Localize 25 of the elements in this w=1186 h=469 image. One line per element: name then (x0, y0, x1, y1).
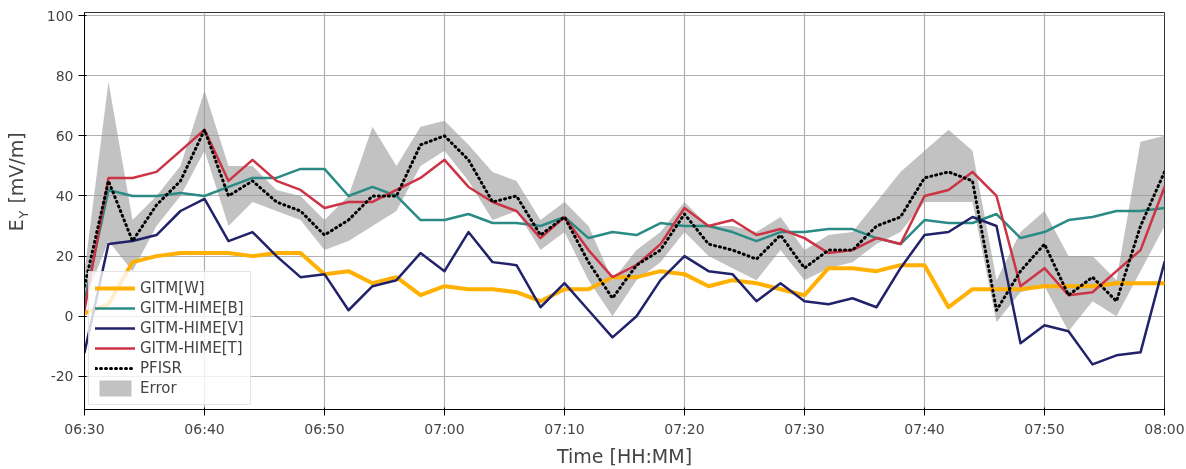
legend-label: PFISR (140, 358, 183, 378)
x-tick-label: 06:50 (304, 420, 345, 437)
legend-label: GITM-HIME[T] (140, 338, 243, 358)
x-tick-label: 07:00 (424, 420, 465, 437)
x-axis-title: Time [HH:MM] (555, 444, 693, 467)
x-tick-label: 07:40 (904, 420, 945, 437)
y-tick-label: 100 (46, 7, 74, 24)
x-tick-label: 06:30 (64, 420, 105, 437)
x-tick-label: 08:00 (1144, 420, 1185, 437)
legend-label: Error (140, 378, 177, 398)
legend-label: GITM-HIME[B] (140, 298, 244, 318)
y-tick-label: 80 (55, 67, 74, 84)
y-tick-label: 20 (55, 248, 74, 265)
x-tick-label: 07:30 (784, 420, 825, 437)
y-tick-label: 60 (55, 127, 74, 144)
x-tick-label: 07:50 (1024, 420, 1065, 437)
y-tick-label: -20 (50, 368, 74, 385)
y-tick-label: 0 (64, 308, 74, 325)
y-tick-label: 40 (55, 187, 74, 204)
legend-label: GITM-HIME[V] (140, 318, 244, 338)
x-tick-label: 06:40 (184, 420, 225, 437)
y-axis-title: EY [mV/m] (4, 132, 31, 232)
x-tick-label: 07:10 (544, 420, 585, 437)
legend-label: GITM[W] (140, 278, 205, 298)
x-tick-label: 07:20 (664, 420, 705, 437)
